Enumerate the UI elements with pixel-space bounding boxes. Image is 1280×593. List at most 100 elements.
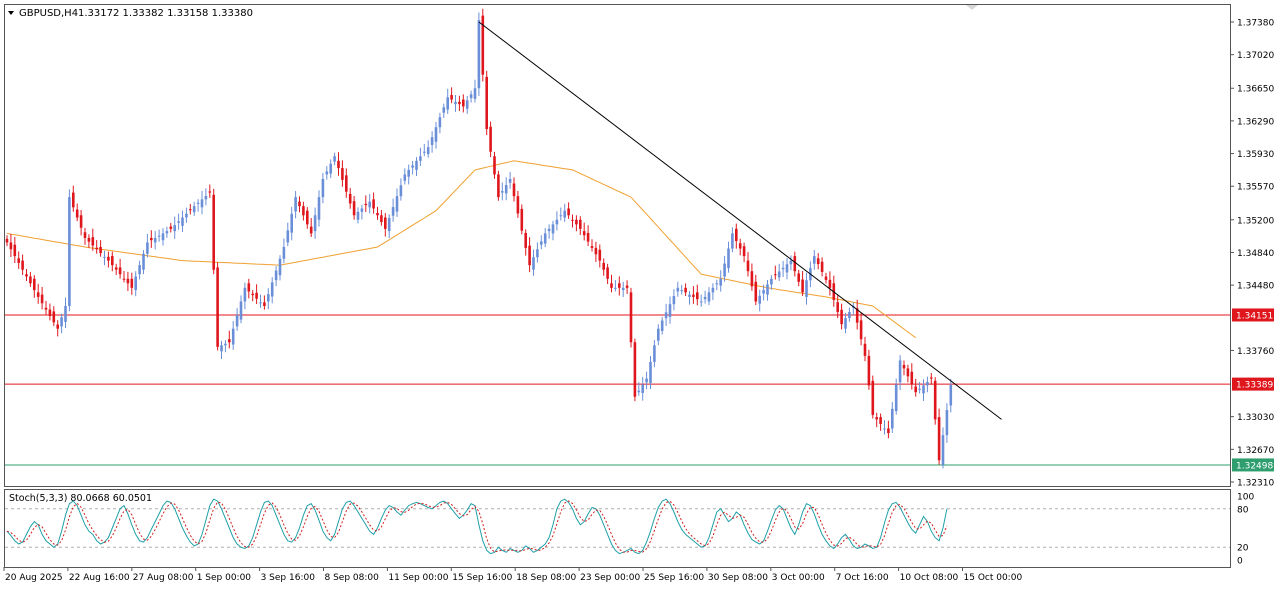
candle-body: [493, 156, 496, 175]
candle-body: [571, 219, 574, 221]
candle-body: [111, 256, 114, 266]
price-tick-label: 1.34480: [1237, 282, 1274, 292]
candle-body: [430, 137, 434, 145]
candle-body: [348, 193, 352, 204]
candle-body: [9, 242, 13, 250]
candle-body: [926, 381, 929, 386]
candle-body: [438, 117, 442, 128]
candle-body: [360, 208, 364, 212]
ohlc-label: 1.33172 1.33382 1.33158 1.33380: [78, 8, 253, 19]
candle-body: [555, 219, 559, 225]
candle-body: [489, 126, 492, 152]
price-axis-bg: [1231, 4, 1280, 589]
candle-body: [641, 384, 644, 393]
time-tick-label: 11 Sep 00:00: [388, 573, 448, 583]
candle-body: [79, 215, 83, 228]
candle-body: [501, 191, 504, 193]
candle-body: [407, 169, 410, 177]
candle-body: [504, 185, 508, 194]
menu-triangle-icon[interactable]: [8, 11, 14, 15]
price-level-tag: [1232, 458, 1274, 472]
candle-body: [126, 278, 130, 284]
candle-body: [434, 127, 438, 142]
candle-body: [44, 307, 48, 310]
candle-body: [606, 267, 609, 279]
candle-body: [933, 380, 937, 420]
price-tick-label: 1.35930: [1237, 150, 1274, 160]
candle-body: [497, 174, 500, 198]
candle-body: [384, 217, 387, 229]
candle-body: [161, 233, 165, 241]
candle-body: [883, 428, 886, 430]
candle-body: [949, 384, 953, 406]
main-chart-frame: [4, 4, 1231, 487]
candle-body: [914, 386, 917, 393]
candle-body: [72, 192, 75, 208]
candle-body: [302, 206, 305, 216]
candle-body: [660, 320, 664, 331]
candle-body: [415, 160, 418, 170]
candle-body: [875, 417, 878, 420]
price-tick-label: 1.33760: [1237, 347, 1274, 357]
candle-body: [372, 199, 375, 209]
time-tick-label: 18 Sep 08:00: [516, 573, 576, 583]
candle-body: [64, 305, 67, 322]
time-tick-label: 3 Oct 00:00: [772, 573, 825, 583]
candle-body: [887, 428, 890, 434]
candle-body: [278, 258, 282, 276]
time-tick-label: 15 Sep 16:00: [452, 573, 512, 583]
candle-body: [91, 237, 95, 246]
candle-body: [863, 343, 867, 356]
candle-body: [738, 243, 742, 249]
candle-body: [286, 230, 290, 243]
candle-body: [559, 215, 563, 217]
candle-body: [333, 156, 336, 162]
candle-body: [107, 256, 110, 261]
trend-line[interactable]: [478, 21, 1002, 420]
price-tick-label: 1.37380: [1237, 19, 1274, 29]
candle-body: [114, 267, 118, 270]
candle-body: [563, 210, 566, 218]
price-level-label: 1.34151: [1236, 311, 1273, 321]
time-tick-label: 23 Sep 00:00: [580, 573, 640, 583]
stoch-tick-label: 0: [1237, 557, 1243, 567]
time-tick-label: 27 Aug 08:00: [133, 573, 194, 583]
candle-body: [824, 276, 828, 280]
price-level-tag: [1232, 377, 1274, 391]
candle-body: [922, 385, 925, 394]
candle-body: [540, 241, 543, 245]
candle-body: [33, 278, 36, 291]
candle-body: [754, 281, 758, 302]
candle-body: [122, 278, 126, 280]
candle-body: [793, 256, 797, 272]
candle-body: [267, 294, 270, 302]
candle-body: [103, 256, 106, 258]
candle-body: [391, 207, 395, 216]
candle-body: [902, 364, 906, 369]
price-tick-label: 1.34840: [1237, 249, 1274, 259]
stoch-signal-line: [6, 500, 948, 553]
candle-body: [536, 249, 539, 258]
stoch-frame: [4, 489, 1231, 568]
candle-body: [735, 228, 738, 241]
scroll-marker-icon[interactable]: [966, 5, 978, 10]
candle-body: [169, 226, 173, 229]
price-level-label: 1.33389: [1236, 381, 1273, 391]
candle-body: [668, 304, 672, 317]
candle-body: [364, 203, 368, 206]
candle-body: [692, 294, 695, 297]
candle-body: [699, 301, 703, 303]
candle-body: [762, 290, 765, 294]
candle-body: [816, 258, 820, 265]
candle-body: [906, 368, 910, 377]
candle-body: [828, 279, 832, 288]
candle-body: [306, 210, 309, 225]
candle-body: [458, 101, 461, 105]
candle-body: [40, 294, 44, 304]
candle-body: [512, 183, 516, 197]
candle-body: [239, 301, 243, 320]
candle-body: [75, 209, 79, 218]
candle-body: [345, 175, 348, 192]
